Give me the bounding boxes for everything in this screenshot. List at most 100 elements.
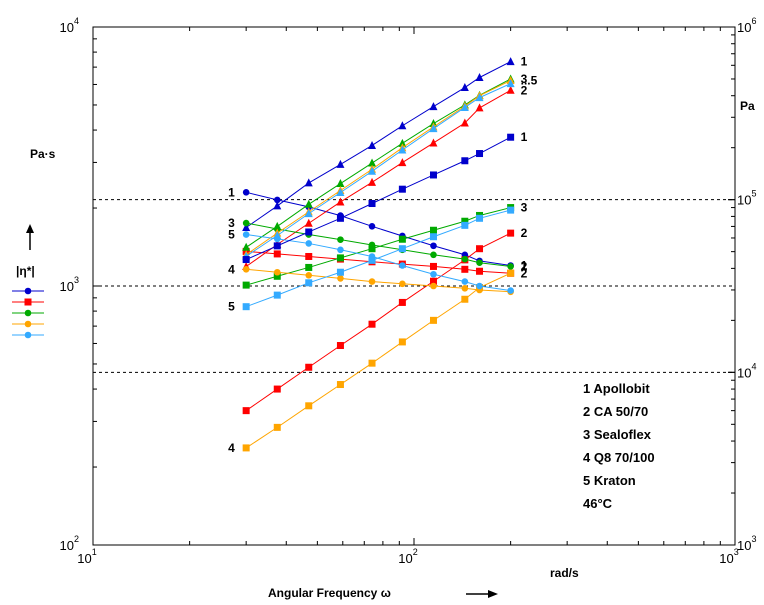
- gridlines: [93, 200, 735, 373]
- series-end-label: 2: [521, 259, 528, 273]
- data-point: [429, 138, 437, 146]
- series-end-label: 2: [521, 226, 528, 240]
- data-point: [461, 296, 468, 303]
- data-point: [243, 220, 250, 227]
- data-point: [336, 197, 344, 205]
- data-point: [399, 245, 406, 252]
- data-point: [507, 270, 514, 277]
- tick-labels: 101102103102103104103104105106: [60, 16, 757, 566]
- data-point: [243, 231, 250, 238]
- data-point: [369, 278, 376, 285]
- legend-symbol: [25, 332, 32, 339]
- data-point: [430, 251, 437, 258]
- legend-marker-5: [12, 332, 44, 339]
- series-end-label: ...5: [521, 73, 538, 87]
- data-point: [305, 240, 312, 247]
- data-point: [243, 444, 250, 451]
- legend-marker-1: [12, 288, 44, 295]
- data-point: [305, 279, 312, 286]
- y-axis-arrow-icon: [26, 224, 34, 250]
- legend-symbol: [25, 310, 32, 317]
- data-point: [430, 283, 437, 290]
- series-line: [246, 137, 510, 259]
- data-point: [430, 227, 437, 234]
- data-point: [305, 200, 313, 208]
- data-point: [399, 186, 406, 193]
- data-point: [476, 103, 484, 111]
- x-axis-arrow-icon: [466, 590, 498, 598]
- data-point: [369, 200, 376, 207]
- data-point: [399, 280, 406, 287]
- series-start-label: 4: [228, 441, 235, 455]
- legend-symbol: [25, 288, 32, 295]
- data-point: [461, 157, 468, 164]
- legend-entry-1: 1 Apollobit: [583, 381, 650, 396]
- data-point: [274, 424, 281, 431]
- series-5-triangle-12: [242, 79, 514, 260]
- data-point: [399, 299, 406, 306]
- data-point: [476, 283, 483, 290]
- y2-tick-label-1: 104: [737, 361, 756, 380]
- data-point: [461, 266, 468, 273]
- data-point: [243, 256, 250, 263]
- data-point: [336, 160, 344, 168]
- legend-marker-3: [12, 310, 44, 317]
- data-point: [430, 317, 437, 324]
- data-point: [243, 189, 250, 196]
- data-point: [242, 243, 250, 251]
- data-point: [274, 292, 281, 299]
- y-axis-unit-label: Pa·s: [30, 147, 56, 161]
- series-3-square-7: [243, 204, 514, 289]
- y2-tick-label-2: 105: [737, 189, 756, 208]
- series-end-label: 1: [521, 130, 528, 144]
- data-point: [476, 73, 484, 81]
- y2-tick-label-3: 106: [737, 16, 756, 35]
- legend-entry-2: 2 CA 50/70: [583, 404, 648, 419]
- data-point: [507, 230, 514, 237]
- data-point: [461, 222, 468, 229]
- data-point: [507, 263, 514, 270]
- data-point: [243, 266, 250, 273]
- data-point: [337, 215, 344, 222]
- data-point: [430, 271, 437, 278]
- data-point: [399, 262, 406, 269]
- data-point: [274, 386, 281, 393]
- data-point: [274, 250, 281, 257]
- series-2-triangle-3: [242, 86, 514, 270]
- data-point: [369, 360, 376, 367]
- series-line: [246, 210, 510, 307]
- data-point: [336, 179, 344, 187]
- data-point: [243, 407, 250, 414]
- data-point: [305, 228, 312, 235]
- data-point: [476, 150, 483, 157]
- data-point: [399, 338, 406, 345]
- data-point: [243, 282, 250, 289]
- data-point: [462, 256, 469, 263]
- data-point: [274, 242, 281, 249]
- series-start-label: 4: [228, 262, 235, 276]
- data-point: [305, 272, 312, 279]
- data-point: [476, 215, 483, 222]
- data-point: [337, 236, 344, 243]
- legend-markers: [12, 288, 44, 339]
- data-point: [430, 242, 437, 249]
- data-point: [430, 171, 437, 178]
- data-point: [462, 278, 469, 285]
- data-point: [305, 402, 312, 409]
- data-point: [369, 223, 376, 230]
- x-tick-label-1: 102: [398, 547, 417, 566]
- data-point: [305, 253, 312, 260]
- legend-entry-3: 3 Sealoflex: [583, 427, 652, 442]
- data-point: [337, 275, 344, 282]
- series-2-square-4: [243, 230, 514, 415]
- data-point: [337, 254, 344, 261]
- data-point: [369, 257, 376, 264]
- data-point: [368, 141, 376, 149]
- data-point: [462, 285, 469, 292]
- legend-symbol: [25, 299, 32, 306]
- y2-axis-unit-label: Pa: [740, 99, 755, 113]
- data-point: [305, 178, 313, 186]
- y2-tick-label-0: 103: [737, 534, 756, 553]
- y-tick-label-2: 104: [60, 16, 79, 35]
- data-point: [243, 303, 250, 310]
